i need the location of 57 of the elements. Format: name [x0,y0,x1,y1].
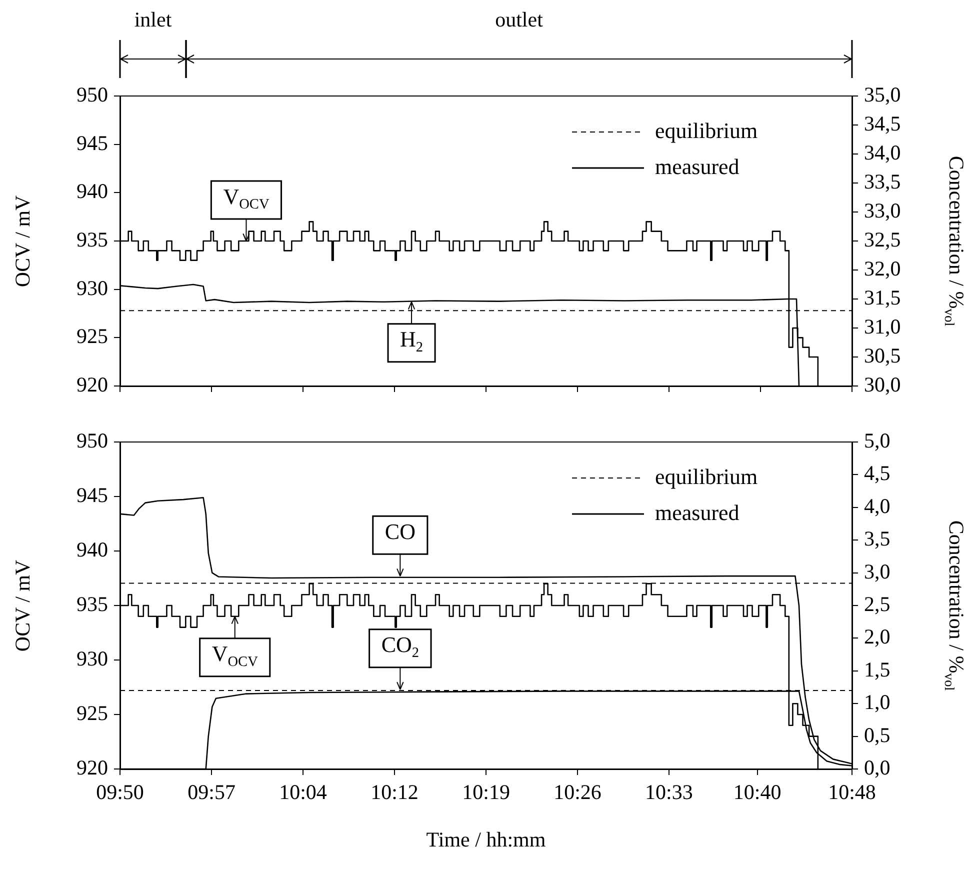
y2-tick-label: 30,0 [864,372,901,397]
y-tick-label: 930 [76,646,108,671]
y2-tick-label: 2,5 [864,592,890,616]
y2-tick-label: 32,0 [864,256,901,281]
y2-tick-label: 3,0 [864,559,890,584]
x-axis-title: Time / hh:mm [426,828,546,852]
y-tick-label: 945 [76,483,108,508]
y-tick-label: 920 [76,756,108,780]
y2-tick-label: 35,0 [864,82,901,107]
y-tick-label: 920 [76,372,108,397]
y-tick-label: 925 [76,701,108,726]
x-tick-label: 10:04 [279,780,328,804]
y-tick-label: 950 [76,428,108,453]
y2-tick-label: 2,0 [864,624,890,649]
text: outlet [495,8,544,32]
annotation: CO [384,518,416,544]
y2-tick-label: 34,0 [864,140,901,165]
legend-label: measured [655,154,740,179]
y2-tick-label: 0,5 [864,722,890,747]
y-tick-label: 925 [76,324,108,348]
y-axis-title: OCV / mV [10,560,35,652]
y2-tick-label: 0,0 [864,756,890,780]
y-tick-label: 950 [76,82,108,107]
legend-label: measured [655,500,740,525]
y2-axis-title: Concentration / %vol [942,520,968,691]
y-tick-label: 930 [76,276,108,300]
x-tick-label: 10:12 [370,780,418,804]
y2-tick-label: 3,5 [864,526,890,551]
x-tick-label: 10:48 [828,780,876,804]
y2-tick-label: 33,0 [864,198,901,223]
legend-label: equilibrium [655,118,758,143]
y2-axis-title: Concentration / %vol [942,156,968,326]
legend-label: equilibrium [655,464,758,489]
y2-tick-label: 33,5 [864,170,901,194]
y2-tick-label: 30,5 [864,344,901,368]
x-tick-label: 10:26 [554,780,602,804]
y-tick-label: 945 [76,130,108,155]
y2-tick-label: 1,5 [864,657,890,682]
y2-tick-label: 4,0 [864,494,890,518]
y2-tick-label: 34,5 [864,112,901,136]
x-tick-label: 10:40 [733,780,782,804]
y-tick-label: 940 [76,538,108,562]
text: inlet [134,8,172,32]
y-tick-label: 940 [76,179,108,204]
y2-tick-label: 31,5 [864,286,901,310]
x-tick-label: 09:50 [96,780,144,804]
y2-tick-label: 31,0 [864,314,901,339]
y2-tick-label: 1,0 [864,690,890,714]
y-tick-label: 935 [76,228,108,252]
y2-tick-label: 5,0 [864,428,890,453]
x-tick-label: 09:57 [188,780,236,804]
y2-tick-label: 32,5 [864,228,901,252]
y-axis-title: OCV / mV [10,195,35,288]
y2-tick-label: 4,5 [864,461,890,486]
y-tick-label: 935 [76,592,108,616]
x-tick-label: 10:19 [462,780,510,804]
x-tick-label: 10:33 [645,780,693,804]
